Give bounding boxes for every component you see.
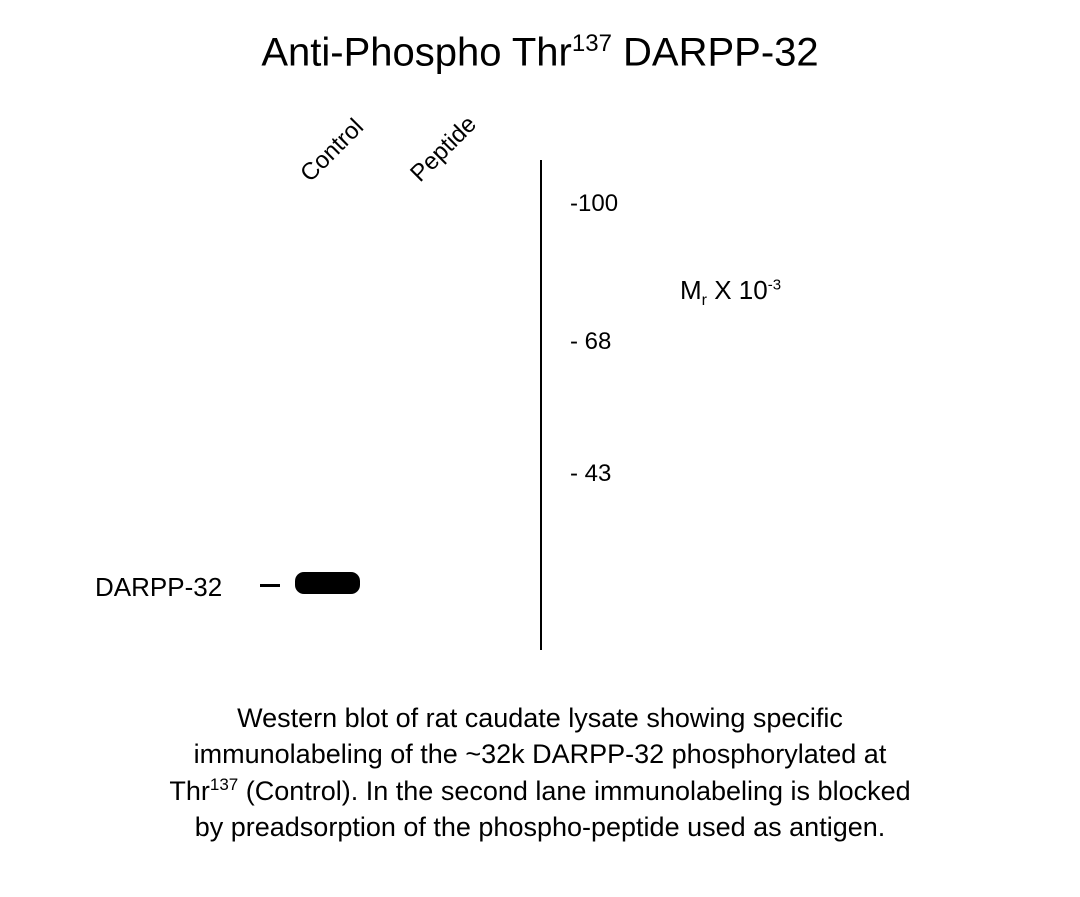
band-dash: [260, 584, 280, 587]
western-blot-figure: Anti-Phospho Thr137 DARPP-32 Control Pep…: [0, 0, 1080, 897]
caption-line3-prefix: Thr: [169, 776, 210, 806]
title-prefix: Anti-Phospho Thr: [261, 30, 572, 74]
mw-units-label: Mr X 10-3: [680, 275, 781, 310]
mw-axis-line: [540, 160, 542, 650]
mw-superscript: -3: [768, 276, 781, 293]
figure-title: Anti-Phospho Thr137 DARPP-32: [0, 30, 1080, 75]
caption-line1: Western blot of rat caudate lysate showi…: [237, 703, 843, 733]
mw-marker-43: - 43: [570, 460, 611, 488]
lane-label-control: Control: [295, 113, 370, 188]
mw-marker-68: - 68: [570, 328, 611, 356]
caption-line4: by preadsorption of the phospho-peptide …: [195, 812, 886, 842]
mw-marker-100: -100: [570, 190, 618, 218]
title-superscript: 137: [572, 30, 612, 57]
blot-band: [295, 572, 360, 594]
caption-line2: immunolabeling of the ~32k DARPP-32 phos…: [194, 739, 887, 769]
caption-line3-sup: 137: [210, 775, 238, 794]
mw-middle: X 10: [707, 275, 768, 305]
caption-line3-suffix: (Control). In the second lane immunolabe…: [238, 776, 910, 806]
band-label: DARPP-32: [95, 572, 222, 603]
lane-label-peptide: Peptide: [405, 111, 482, 188]
title-suffix: DARPP-32: [612, 30, 819, 74]
mw-prefix: M: [680, 275, 702, 305]
figure-caption: Western blot of rat caudate lysate showi…: [40, 700, 1040, 846]
